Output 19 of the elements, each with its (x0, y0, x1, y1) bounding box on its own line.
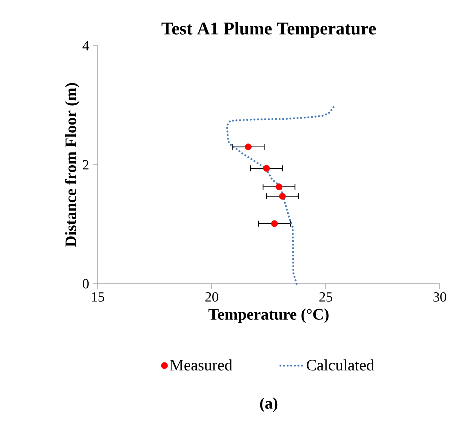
point (271, 220, 278, 228)
x-tick-label: 15 (92, 292, 104, 302)
x-tick-label: 20 (206, 292, 218, 302)
legend-label: Calculated (307, 360, 374, 371)
y-tick-label: 2 (83, 160, 89, 170)
point (276, 184, 283, 190)
y-tick-label: 4 (82, 41, 90, 51)
chart-title: Test A1 Plume Temperature (162, 22, 376, 38)
point (279, 193, 286, 200)
y-tick-label: 0 (83, 279, 89, 289)
point (263, 165, 270, 172)
y-axis-title: Distance from Floor (m) (65, 83, 80, 248)
text: (a) (260, 398, 278, 412)
x-axis-title: Temperature (°C) (208, 308, 329, 324)
line-series (226, 104, 336, 285)
point (245, 144, 252, 151)
x-tick-label: 30 (434, 292, 446, 302)
x-tick-label: 25 (320, 292, 332, 302)
legend-label: Measured (170, 360, 233, 371)
